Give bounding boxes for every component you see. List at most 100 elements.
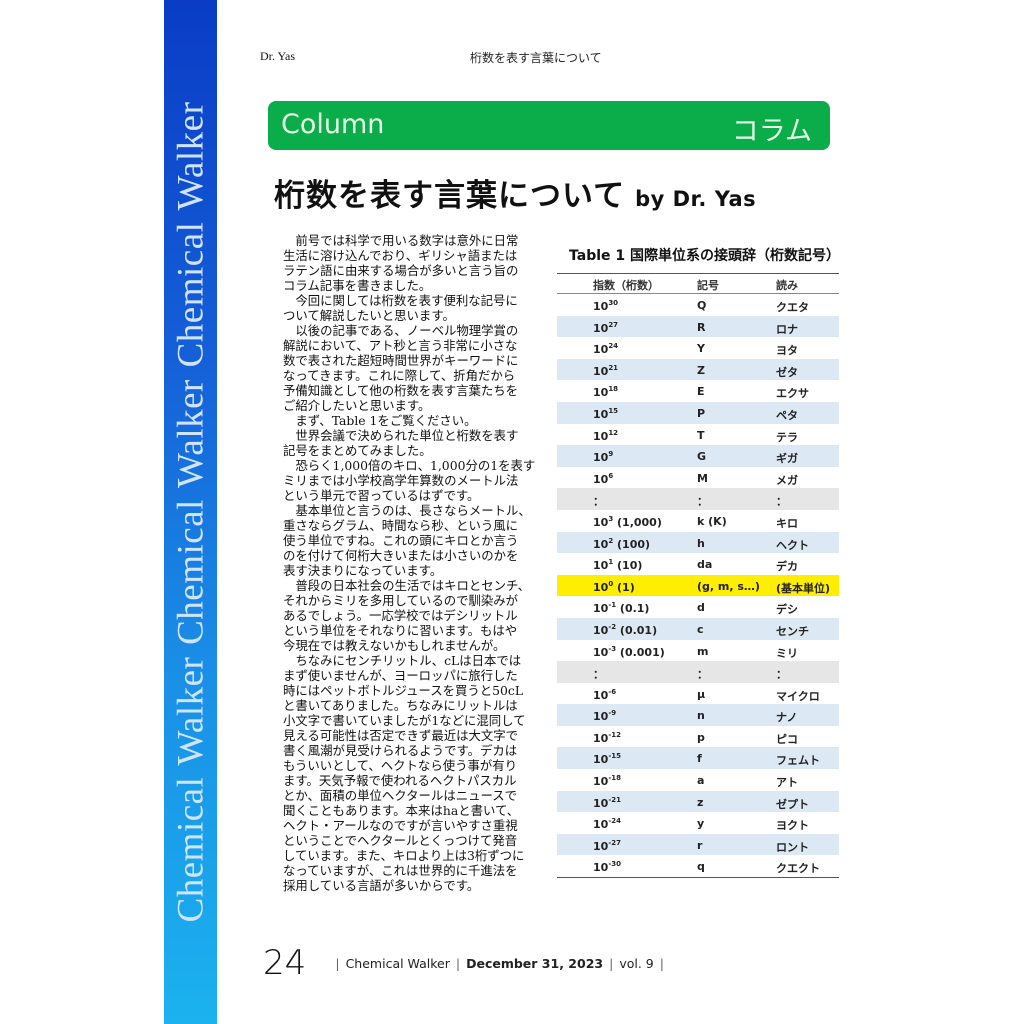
body-line: ついて解説したいと思います。 (283, 308, 455, 323)
cell-symbol: P (697, 406, 706, 420)
exponent-power: -27 (608, 838, 621, 847)
body-line: もういいとして、ヘクトなら使う事が有り (283, 758, 518, 773)
table-row: 1021 Z ゼタ (557, 358, 839, 381)
cell-reading: クエクト (776, 862, 820, 876)
table-row: 1012 T テラ (557, 424, 839, 446)
cell-reading: ヨタ (776, 344, 798, 358)
table-row: 10-15 f フェムト (557, 747, 839, 770)
body-line: 今現在では教えないかもしれませんが。 (283, 638, 506, 653)
header-exponent: 指数（桁数） (593, 279, 659, 292)
banner-label-en: Column (281, 109, 385, 140)
exponent-base: 10 (593, 796, 609, 810)
exponent-power: -24 (608, 817, 621, 826)
cell-exponent: 10-9 (593, 709, 616, 723)
body-line: なってきます。これに際して、折角だから (283, 368, 516, 383)
exponent-base: 10 (593, 559, 609, 573)
cell-exponent: 1012 (593, 429, 618, 443)
cell-exponent: 103 (1,000) (593, 515, 662, 529)
exponent-base: 10 (593, 818, 609, 832)
cell-exponent: ： (593, 666, 604, 682)
cell-reading: ナノ (776, 711, 798, 725)
exponent-value: (0.01) (616, 623, 658, 637)
exponent-power: 12 (608, 428, 619, 437)
exponent-base: 10 (593, 343, 609, 357)
cell-symbol: μ (697, 687, 706, 701)
body-line: 記号をまとめてみました。 (283, 443, 432, 458)
table-caption: Table 1 国際単位系の接頭辞（桁数記号） (569, 248, 840, 264)
exponent-power: 18 (608, 385, 619, 394)
cell-exponent: 102 (100) (593, 537, 650, 551)
exponent-power: 24 (608, 342, 619, 351)
cell-exponent: 10-18 (593, 774, 621, 788)
exponent-base: 10 (593, 839, 609, 853)
body-line: ちなみにセンチリットル、cLは日本では (283, 653, 522, 668)
exponent-power: -12 (608, 730, 621, 739)
exponent-base: 10 (593, 688, 609, 702)
exponent-power: 27 (608, 320, 619, 329)
body-line: のを付けて何桁大きいまたは小さいのかを (283, 548, 519, 563)
exponent-base: 10 (593, 645, 609, 659)
table-row: 100 (1) (g, m, s…) (基本単位) (557, 574, 839, 597)
table-row: 1024 Y ヨタ (557, 337, 839, 359)
cell-reading: ギガ (776, 452, 798, 466)
body-line: しています。また、キロより上は3桁ずつに (283, 848, 525, 863)
exponent-base: 10 (593, 407, 609, 421)
cell-symbol: Q (697, 299, 707, 312)
cell-symbol: h (697, 536, 705, 550)
header-symbol: 記号 (697, 279, 719, 292)
cell-exponent: 1027 (593, 321, 618, 335)
cell-reading: センチ (776, 624, 809, 638)
body-line: 予備知識として他の桁数を表す言葉たちを (283, 383, 519, 398)
body-line: ということでヘクタールとくっつけて発音 (283, 833, 518, 848)
cell-exponent: 10-12 (593, 731, 621, 745)
cell-symbol: m (697, 644, 709, 658)
body-line: という単元で習っているはずです。 (283, 488, 480, 503)
exponent-value: (0.001) (616, 645, 665, 659)
cell-exponent: ： (593, 493, 604, 509)
cell-exponent: 10-27 (593, 839, 621, 853)
exponent-power: 21 (608, 363, 619, 372)
cell-reading: メガ (776, 473, 798, 487)
cell-reading: マイクロ (776, 689, 820, 703)
body-line: 採用している言語が多いからです。 (283, 878, 480, 893)
cell-symbol: ： (697, 668, 708, 682)
exponent-value: (1) (613, 580, 635, 594)
body-line: ラテン語に由来する場合が多いと言う旨の (283, 263, 519, 278)
exponent-power: -18 (608, 774, 621, 783)
page-number: 24 (263, 943, 307, 983)
body-line: 表す決まりになっています。 (283, 563, 443, 578)
exponent-power: 30 (608, 299, 619, 307)
sidebar-band: Chemical Walker Chemical Walker Chemical… (164, 0, 217, 1024)
exponent-base: 10 (593, 321, 609, 335)
banner-label-ja: コラム (731, 116, 812, 147)
exponent-power: -3 (608, 644, 617, 653)
table-row: 1030 Q クエタ (557, 294, 839, 316)
separator: | (609, 955, 614, 971)
running-header-title: 桁数を表す言葉について (470, 51, 602, 65)
exponent-power: 3 (608, 514, 614, 523)
cell-reading: デシ (776, 603, 798, 617)
body-line: と書いてありました。ちなみにリットルは (283, 698, 518, 713)
table-row: 1027 R ロナ (557, 315, 839, 338)
table-row: 10-1 (0.1) d デシ (557, 596, 839, 618)
table-row: 109 G ギガ (557, 445, 839, 467)
body-line: まず使いませんが、ヨーロッパに旅行した (283, 668, 518, 683)
cell-symbol: (g, m, s…) (697, 579, 760, 593)
exponent-power: 2 (608, 536, 614, 545)
cell-reading: ロント (776, 840, 809, 854)
exponent-power: -6 (608, 687, 617, 696)
cell-symbol: Y (697, 342, 705, 356)
cell-exponent: 106 (593, 472, 613, 486)
body-line: 解説において、アト秒と言う非常に小さな (283, 338, 518, 353)
table-row: 101 (10) da デカ (557, 553, 839, 575)
exponent-power: 6 (608, 471, 614, 480)
table-row: 10-18 a アト (557, 769, 839, 791)
exponent-power: -2 (608, 622, 617, 631)
header-reading: 読み (776, 279, 798, 292)
exponent-base: 10 (593, 451, 609, 465)
body-line: 基本単位と言うのは、長さならメートル、 (283, 503, 531, 518)
exponent-base: 10 (593, 300, 609, 313)
cell-reading: デカ (776, 560, 798, 574)
cell-reading: フェムト (776, 754, 820, 768)
cell-symbol: E (697, 385, 705, 399)
